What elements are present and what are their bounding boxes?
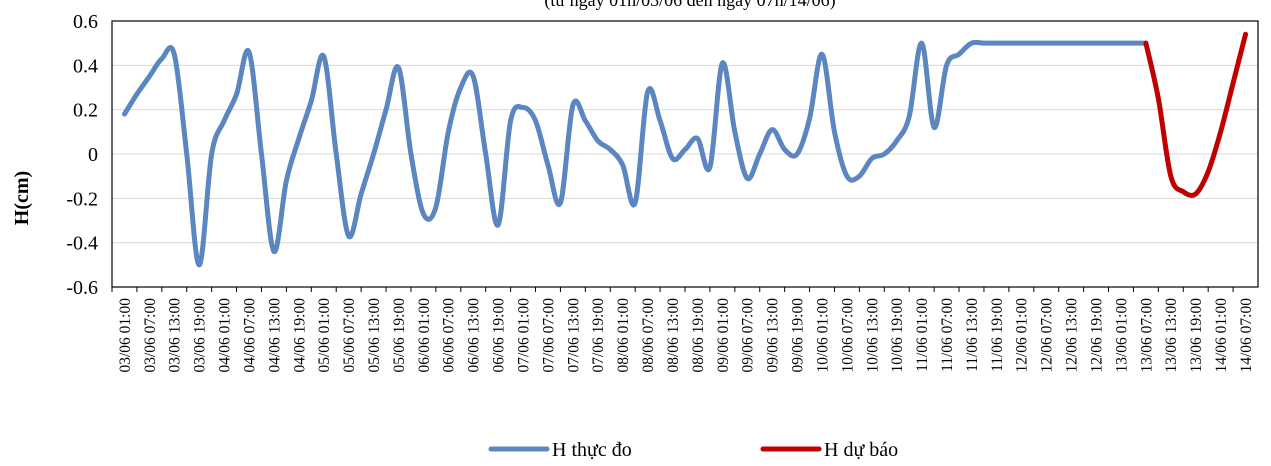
legend-label: H thực đo — [552, 439, 632, 461]
x-tick-label: 06/06 13:00 — [466, 298, 483, 373]
x-tick-label: 05/06 13:00 — [366, 298, 383, 373]
x-tick-label: 12/06 01:00 — [1014, 298, 1031, 373]
y-tick-label: 0.2 — [73, 100, 98, 122]
series-line-h-thuc-do — [121, 39, 1149, 268]
x-tick-label: 03/06 19:00 — [192, 298, 209, 373]
plot-area: 0.6 0.4 0.2 0 -0.2 -0.4 -0.6 03/06 01:00 03/06 0… — [66, 11, 1259, 373]
x-tick-label: 03/06 01:00 — [117, 298, 134, 373]
x-tick-label: 08/06 19:00 — [690, 298, 707, 373]
x-tick-label: 07/06 01:00 — [515, 298, 532, 373]
x-tick-label: 13/06 07:00 — [1138, 298, 1155, 373]
x-tick-label: 13/06 13:00 — [1163, 298, 1180, 373]
y-tick-label: -0.2 — [66, 188, 98, 210]
x-tick-label: 11/06 13:00 — [964, 298, 981, 372]
y-axis-label: H(cm) — [11, 171, 33, 225]
y-tick-label: 0 — [88, 144, 98, 166]
x-tick-label: 10/06 01:00 — [814, 298, 831, 373]
y-tick-label: 0.4 — [73, 55, 98, 77]
y-tick-label: -0.4 — [66, 233, 98, 255]
x-tick-label: 12/06 07:00 — [1039, 298, 1056, 373]
x-tick-label: 09/06 01:00 — [715, 298, 732, 373]
x-tick-label: 11/06 19:00 — [989, 298, 1006, 372]
series-line-h-du-bao — [1143, 31, 1249, 198]
x-tick-label: 07/06 07:00 — [540, 298, 557, 373]
x-tick-label: 12/06 19:00 — [1088, 298, 1105, 373]
x-tick-label: 12/06 13:00 — [1064, 298, 1081, 373]
x-tick-label: 05/06 07:00 — [341, 298, 358, 373]
x-tick-label: 05/06 01:00 — [316, 298, 333, 373]
x-tick-label: 10/06 07:00 — [839, 298, 856, 373]
x-tick-label: 10/06 19:00 — [889, 298, 906, 373]
x-tick-label: 08/06 01:00 — [615, 298, 632, 373]
x-tick-label: 04/06 13:00 — [266, 298, 283, 373]
x-tick-label: 07/06 19:00 — [590, 298, 607, 373]
x-tick-label: 06/06 07:00 — [441, 298, 458, 373]
legend: H thực đo H dự báo — [488, 439, 898, 461]
x-tick-label: 14/06 01:00 — [1213, 298, 1230, 373]
legend-label: H dự báo — [824, 439, 898, 461]
x-tick-label: 13/06 01:00 — [1113, 298, 1130, 373]
x-tick-label: 14/06 07:00 — [1238, 298, 1255, 373]
x-tick-label: 10/06 13:00 — [864, 298, 881, 373]
x-tick-label: 08/06 07:00 — [640, 298, 657, 373]
x-tick-label: 05/06 19:00 — [391, 298, 408, 373]
x-tick-label: 03/06 07:00 — [142, 298, 159, 373]
y-tick-label: 0.6 — [73, 11, 98, 33]
x-tick-label: 11/06 01:00 — [914, 298, 931, 372]
x-tick-label: 06/06 01:00 — [416, 298, 433, 373]
x-tick-label: 09/06 13:00 — [765, 298, 782, 373]
x-tick-label: 11/06 07:00 — [939, 298, 956, 372]
x-tick-label: 03/06 13:00 — [167, 298, 184, 373]
x-tick-label: 08/06 13:00 — [665, 298, 682, 373]
x-tick-label: 04/06 01:00 — [217, 298, 234, 373]
chart-title: (từ ngày 01h/03/06 đến ngày 07h/14/06) — [544, 0, 835, 11]
x-tick-label: 04/06 07:00 — [241, 298, 258, 373]
x-tick-label: 09/06 19:00 — [790, 298, 807, 373]
x-tick-label: 06/06 19:00 — [491, 298, 508, 373]
x-tick-label: 07/06 13:00 — [565, 298, 582, 373]
x-tick-label: 13/06 19:00 — [1188, 298, 1205, 373]
y-tick-label: -0.6 — [66, 277, 98, 299]
x-tick-label: 04/06 19:00 — [291, 298, 308, 373]
x-tick-label: 09/06 07:00 — [740, 298, 757, 373]
